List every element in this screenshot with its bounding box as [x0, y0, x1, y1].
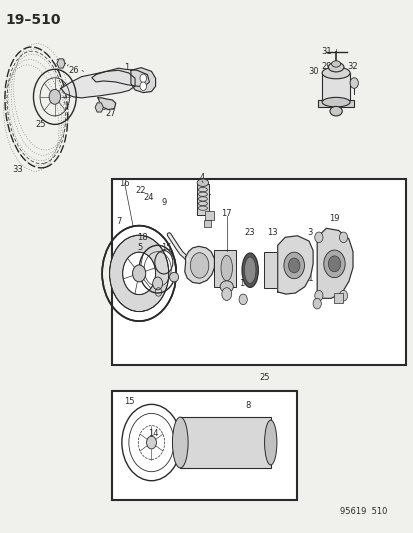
Polygon shape — [98, 98, 115, 110]
Text: 2: 2 — [199, 258, 204, 266]
Circle shape — [314, 290, 322, 301]
Ellipse shape — [331, 61, 340, 67]
Bar — [317, 100, 354, 108]
Polygon shape — [61, 70, 135, 98]
Text: 24: 24 — [143, 193, 154, 202]
Text: 27: 27 — [105, 109, 115, 118]
Text: 19–510: 19–510 — [5, 13, 61, 27]
Ellipse shape — [218, 252, 235, 285]
Ellipse shape — [241, 253, 258, 287]
Text: 15: 15 — [161, 244, 171, 253]
Text: 15: 15 — [123, 397, 134, 406]
Text: 16: 16 — [119, 179, 130, 188]
Circle shape — [288, 258, 299, 273]
Text: 17: 17 — [221, 209, 232, 218]
Polygon shape — [277, 236, 312, 294]
Polygon shape — [316, 228, 352, 298]
Polygon shape — [57, 59, 65, 68]
Text: 7: 7 — [116, 217, 121, 226]
Ellipse shape — [321, 98, 349, 107]
Text: 95619  510: 95619 510 — [339, 507, 386, 516]
Circle shape — [238, 294, 247, 305]
Circle shape — [146, 436, 156, 449]
Circle shape — [328, 256, 340, 272]
Bar — [112, 179, 406, 365]
Text: 5: 5 — [138, 244, 142, 253]
Text: 21: 21 — [303, 273, 313, 282]
Polygon shape — [92, 68, 149, 86]
Circle shape — [152, 277, 162, 290]
Circle shape — [49, 90, 60, 104]
Circle shape — [349, 78, 358, 88]
Ellipse shape — [328, 62, 343, 72]
Text: 20: 20 — [324, 262, 335, 271]
Ellipse shape — [190, 253, 208, 278]
Circle shape — [339, 232, 347, 243]
Bar — [204, 212, 213, 220]
Text: 12: 12 — [220, 268, 230, 277]
Text: 11: 11 — [200, 188, 211, 197]
Circle shape — [221, 288, 231, 301]
Circle shape — [140, 74, 146, 83]
Text: 25: 25 — [259, 373, 269, 382]
Text: 23: 23 — [244, 228, 255, 237]
Circle shape — [314, 232, 322, 243]
Polygon shape — [184, 246, 214, 284]
Text: 10: 10 — [198, 196, 209, 205]
Text: 3: 3 — [306, 228, 312, 237]
Circle shape — [283, 252, 304, 279]
Ellipse shape — [329, 107, 342, 116]
Bar — [263, 252, 276, 288]
Ellipse shape — [197, 179, 208, 187]
Bar — [333, 293, 342, 303]
Text: 31: 31 — [320, 47, 331, 56]
Polygon shape — [131, 68, 155, 93]
Ellipse shape — [264, 420, 276, 465]
Text: 19: 19 — [328, 214, 339, 223]
Text: 1: 1 — [124, 63, 129, 72]
Bar — [321, 73, 349, 102]
Text: 30: 30 — [308, 67, 318, 76]
Text: 14: 14 — [148, 429, 159, 438]
Bar — [112, 391, 297, 500]
Ellipse shape — [221, 255, 232, 281]
Text: 8: 8 — [245, 401, 250, 410]
Text: 25: 25 — [35, 120, 45, 129]
Text: 6: 6 — [226, 258, 232, 266]
Polygon shape — [95, 103, 103, 112]
Text: 9: 9 — [161, 198, 166, 207]
Text: 14: 14 — [239, 279, 249, 288]
Ellipse shape — [244, 257, 255, 284]
Text: 13: 13 — [267, 228, 278, 237]
Circle shape — [140, 82, 146, 91]
Text: 28: 28 — [56, 60, 66, 68]
Text: 22: 22 — [135, 185, 145, 195]
Circle shape — [312, 298, 320, 309]
Text: 18: 18 — [136, 233, 147, 242]
Bar — [197, 184, 208, 215]
Text: 32: 32 — [347, 62, 357, 70]
Ellipse shape — [169, 272, 178, 282]
Ellipse shape — [220, 281, 233, 293]
Circle shape — [339, 290, 347, 301]
Bar — [213, 249, 236, 287]
Text: 28: 28 — [97, 103, 107, 112]
Text: 26: 26 — [68, 66, 78, 75]
Circle shape — [132, 265, 145, 282]
Text: 33: 33 — [12, 166, 23, 174]
Text: 4: 4 — [199, 173, 204, 182]
Bar — [203, 220, 211, 227]
Circle shape — [323, 250, 344, 278]
Text: 29: 29 — [320, 62, 331, 70]
Ellipse shape — [172, 417, 188, 468]
Bar — [180, 417, 270, 468]
Ellipse shape — [321, 67, 349, 79]
Wedge shape — [109, 235, 169, 312]
